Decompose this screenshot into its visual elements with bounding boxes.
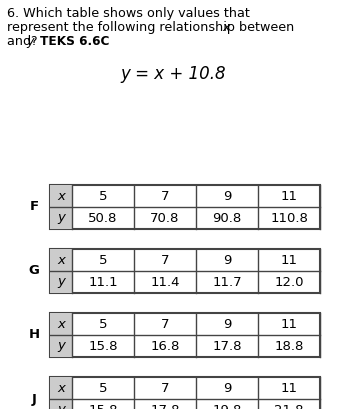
Text: 11.4: 11.4 bbox=[150, 276, 180, 288]
Text: 17.8: 17.8 bbox=[150, 404, 180, 409]
Text: 9: 9 bbox=[223, 254, 231, 267]
Text: 5: 5 bbox=[99, 382, 107, 395]
Text: x: x bbox=[222, 21, 230, 34]
Text: ?: ? bbox=[31, 35, 42, 48]
Text: 18.8: 18.8 bbox=[274, 339, 304, 353]
Bar bbox=[50, 185, 320, 229]
Text: 15.8: 15.8 bbox=[88, 404, 118, 409]
Text: 21.8: 21.8 bbox=[274, 404, 304, 409]
Text: x: x bbox=[57, 317, 65, 330]
Text: 6. Which table shows only values that: 6. Which table shows only values that bbox=[7, 7, 250, 20]
Bar bbox=[50, 377, 320, 409]
Text: y = x + 10.8: y = x + 10.8 bbox=[120, 65, 226, 83]
Text: 11.1: 11.1 bbox=[88, 276, 118, 288]
Text: y: y bbox=[57, 211, 65, 225]
Bar bbox=[50, 377, 72, 409]
Text: 50.8: 50.8 bbox=[88, 211, 118, 225]
Text: 19.8: 19.8 bbox=[212, 404, 242, 409]
Text: represent the following relationship between: represent the following relationship bet… bbox=[7, 21, 298, 34]
Text: 7: 7 bbox=[161, 382, 169, 395]
Text: F: F bbox=[29, 200, 38, 213]
Text: y: y bbox=[57, 404, 65, 409]
Text: J: J bbox=[31, 393, 36, 405]
Text: 9: 9 bbox=[223, 317, 231, 330]
Text: 15.8: 15.8 bbox=[88, 339, 118, 353]
Text: 7: 7 bbox=[161, 189, 169, 202]
Text: H: H bbox=[28, 328, 39, 342]
Text: 90.8: 90.8 bbox=[212, 211, 242, 225]
Text: 9: 9 bbox=[223, 382, 231, 395]
Bar bbox=[50, 313, 320, 357]
Text: 11: 11 bbox=[281, 317, 298, 330]
Bar bbox=[50, 249, 72, 293]
Bar bbox=[50, 185, 72, 229]
Text: x: x bbox=[57, 189, 65, 202]
Text: 9: 9 bbox=[223, 189, 231, 202]
Text: 5: 5 bbox=[99, 254, 107, 267]
Text: x: x bbox=[57, 254, 65, 267]
Text: x: x bbox=[57, 382, 65, 395]
Text: 16.8: 16.8 bbox=[150, 339, 180, 353]
Text: y: y bbox=[57, 276, 65, 288]
Text: TEKS 6.6C: TEKS 6.6C bbox=[40, 35, 110, 48]
Text: 12.0: 12.0 bbox=[274, 276, 304, 288]
Text: and: and bbox=[7, 35, 35, 48]
Text: 11: 11 bbox=[281, 382, 298, 395]
Text: 70.8: 70.8 bbox=[150, 211, 180, 225]
Bar bbox=[50, 313, 72, 357]
Text: G: G bbox=[29, 265, 39, 277]
Text: y: y bbox=[26, 35, 34, 48]
Text: 11: 11 bbox=[281, 189, 298, 202]
Text: 5: 5 bbox=[99, 317, 107, 330]
Text: 110.8: 110.8 bbox=[270, 211, 308, 225]
Bar bbox=[50, 249, 320, 293]
Text: 11.7: 11.7 bbox=[212, 276, 242, 288]
Text: 11: 11 bbox=[281, 254, 298, 267]
Text: 7: 7 bbox=[161, 317, 169, 330]
Text: 7: 7 bbox=[161, 254, 169, 267]
Text: y: y bbox=[57, 339, 65, 353]
Text: 17.8: 17.8 bbox=[212, 339, 242, 353]
Text: 5: 5 bbox=[99, 189, 107, 202]
